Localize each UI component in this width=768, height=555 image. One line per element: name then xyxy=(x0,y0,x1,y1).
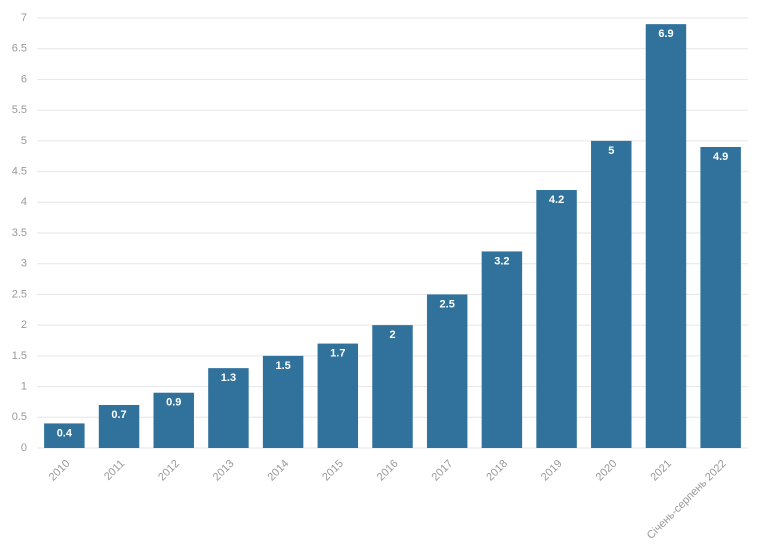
bar xyxy=(98,405,140,448)
x-tick-label: 2018 xyxy=(484,458,510,484)
x-tick-label: 2017 xyxy=(430,458,456,484)
y-tick-label: 7 xyxy=(21,12,27,24)
x-tick-label: 2019 xyxy=(539,458,565,484)
bar xyxy=(481,251,523,448)
x-tick-label: 2013 xyxy=(211,458,237,484)
value-label: 6.9 xyxy=(658,28,673,40)
x-tick-label: 2020 xyxy=(594,458,620,484)
y-tick-label: 6 xyxy=(21,73,27,85)
value-label: 5 xyxy=(608,145,614,157)
bar xyxy=(536,190,577,448)
y-tick-label: 0 xyxy=(21,442,27,454)
bar xyxy=(262,355,304,448)
value-label: 1.3 xyxy=(221,372,236,384)
x-tick-label: 2015 xyxy=(320,458,346,484)
x-tick-label: 2010 xyxy=(47,458,73,484)
y-tick-label: 4.5 xyxy=(12,165,27,177)
y-tick-label: 0.5 xyxy=(12,411,27,423)
bar xyxy=(44,423,85,448)
y-tick-label: 4 xyxy=(21,196,27,208)
y-tick-label: 6.5 xyxy=(12,43,27,55)
value-label: 3.2 xyxy=(494,255,509,267)
y-tick-label: 1 xyxy=(21,380,27,392)
y-tick-label: 3 xyxy=(21,258,27,270)
value-label: 0.9 xyxy=(166,397,181,409)
value-label: 4.9 xyxy=(713,151,728,163)
value-label: 2 xyxy=(389,329,395,341)
bar xyxy=(426,294,468,448)
bar xyxy=(208,368,249,448)
y-tick-label: 5.5 xyxy=(12,104,27,116)
value-label: 1.5 xyxy=(275,360,290,372)
x-tick-label: 2021 xyxy=(648,458,674,484)
y-tick-label: 2 xyxy=(21,319,27,331)
bar xyxy=(700,147,741,448)
x-tick-label: 2012 xyxy=(156,458,182,484)
value-label: 0.4 xyxy=(57,427,73,439)
x-tick-label: 2014 xyxy=(265,458,291,484)
x-tick-label: 2011 xyxy=(102,458,127,483)
value-label: 2.5 xyxy=(440,298,455,310)
value-label: 1.7 xyxy=(330,347,345,359)
y-tick-label: 5 xyxy=(21,135,27,147)
value-label: 4.2 xyxy=(549,194,564,206)
y-tick-label: 1.5 xyxy=(12,350,27,362)
y-tick-label: 3.5 xyxy=(12,227,27,239)
bar xyxy=(645,24,687,449)
bar xyxy=(317,343,359,448)
x-tick-label: 2016 xyxy=(375,458,401,484)
bar xyxy=(591,140,632,448)
y-tick-label: 2.5 xyxy=(12,288,27,300)
bar xyxy=(153,392,194,448)
bar xyxy=(372,325,413,448)
value-label: 0.7 xyxy=(111,409,126,421)
